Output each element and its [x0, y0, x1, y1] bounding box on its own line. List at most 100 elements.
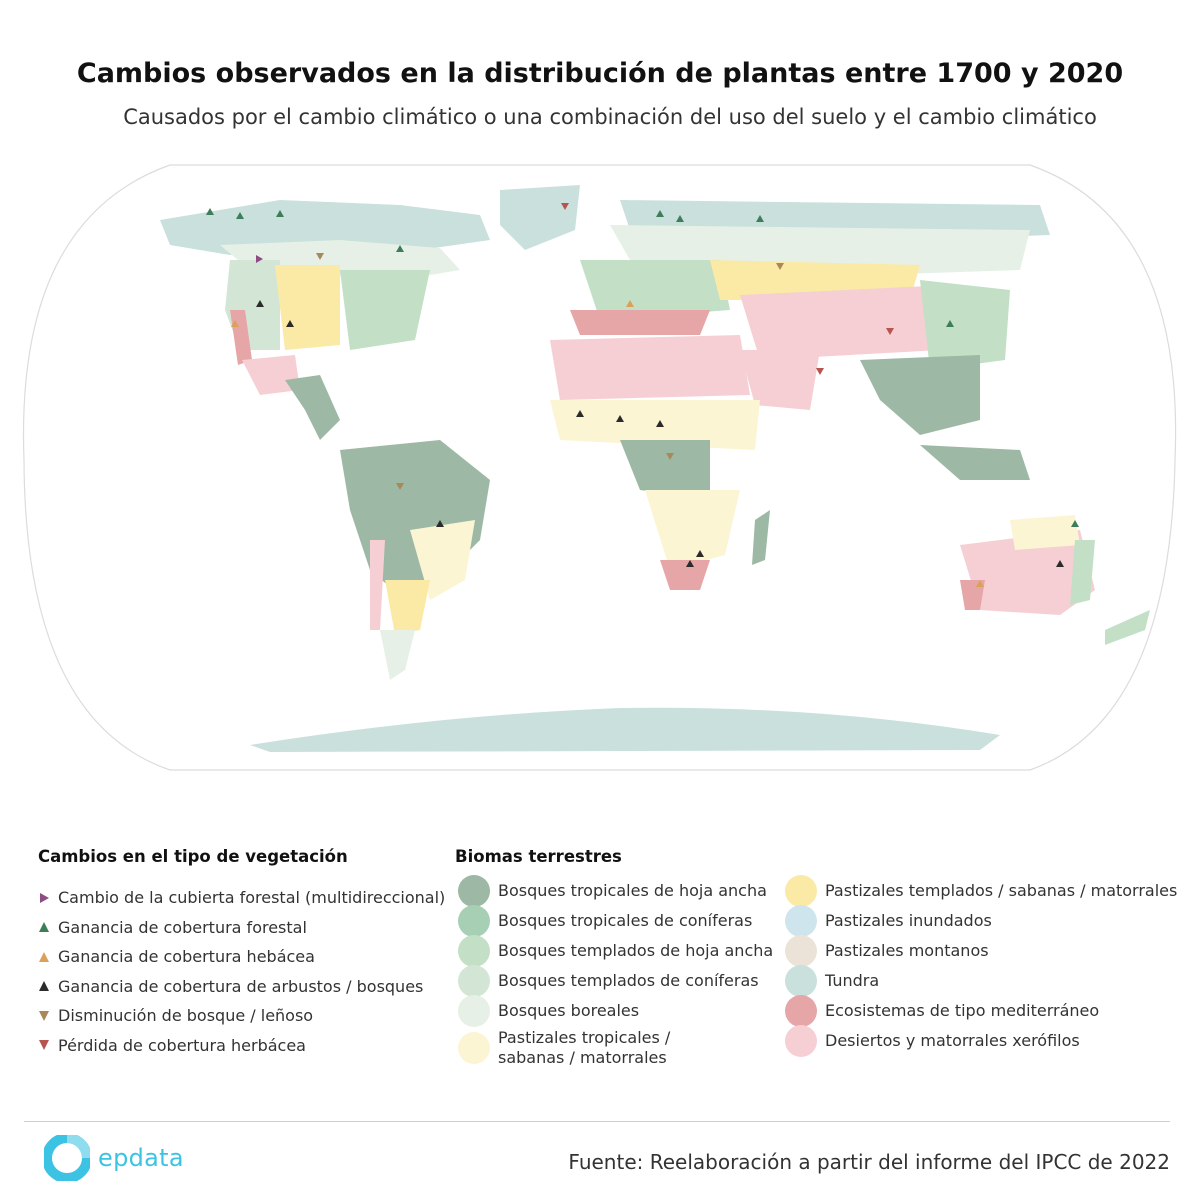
biomes-legend-col1: Bosques tropicales de hoja ancha Bosques… [458, 875, 858, 1070]
biome-temperate-grassland [275, 265, 340, 350]
swatch [785, 965, 817, 997]
biome-temperate-conifer: Bosques templados de coníferas [458, 965, 858, 997]
legend-item-forest-gain: Ganancia de cobertura forestal [38, 913, 458, 943]
swatch [785, 1025, 817, 1057]
marker-forest-gain [756, 215, 764, 222]
biome-tropical-grassland [550, 400, 760, 450]
biome-label: Bosques tropicales de coníferas [498, 911, 753, 930]
marker-herb-loss [561, 203, 569, 210]
footer-divider [24, 1121, 1170, 1122]
marker-shrub-gain [286, 320, 294, 327]
marker-forest-gain [946, 320, 954, 327]
biome-label: Pastizales templados / sabanas / matorra… [825, 881, 1178, 900]
biome-desert [550, 335, 750, 400]
legend-label: Ganancia de cobertura forestal [58, 917, 307, 937]
region-south-america [340, 440, 490, 680]
marker-forest-gain [396, 245, 404, 252]
biome-label: Bosques templados de hoja ancha [498, 941, 774, 960]
biome-tropical-grassland [1010, 515, 1080, 550]
biome-patagonia [380, 630, 415, 680]
biome-flooded-grassland: Pastizales inundados [785, 905, 1185, 937]
marker-forest-decrease [666, 453, 674, 460]
logo-text: epdata [98, 1144, 184, 1172]
page-title: Cambios observados en la distribución de… [76, 58, 1124, 89]
legend-label: Ganancia de cobertura de arbustos / bosq… [58, 976, 424, 996]
new-zealand [1105, 610, 1150, 645]
legend-label: Ganancia de cobertura hebácea [58, 947, 315, 967]
marker-forest-gain [206, 208, 214, 215]
biome-tropical-grassland [645, 490, 740, 570]
swatch [458, 905, 490, 937]
swatch [458, 965, 490, 997]
biome-tropical-grassland: Pastizales tropicales / sabanas / matorr… [458, 1026, 858, 1070]
biome-montane-grassland: Pastizales montanos [785, 935, 1185, 967]
region-africa [550, 335, 820, 590]
swatch [458, 995, 490, 1027]
marker-forest-multidirectional [256, 255, 263, 263]
biome-label: Tundra [825, 971, 880, 990]
biome-tundra [160, 200, 490, 255]
biome-label: Bosques tropicales de hoja ancha [498, 881, 767, 900]
biome-label: Pastizales inundados [825, 911, 992, 930]
biome-desert [740, 285, 950, 360]
world-map [22, 164, 1177, 771]
swatch [785, 995, 817, 1027]
biome-tropical-broadleaf [285, 375, 340, 440]
antarctica [250, 707, 1000, 752]
swatch [785, 935, 817, 967]
biome-label: Desiertos y matorrales xerófilos [825, 1031, 1080, 1050]
biome-tundra: Tundra [785, 965, 1185, 997]
swatch [458, 875, 490, 907]
biome-tropical-broadleaf [620, 440, 710, 500]
legend-item-forest-decrease: Disminución de bosque / leñoso [38, 1001, 458, 1031]
biome-temperate-broadleaf [580, 260, 730, 320]
biome-tropical-broadleaf: Bosques tropicales de hoja ancha [458, 875, 858, 907]
epdata-logo[interactable]: epdata [44, 1135, 184, 1181]
legend-item-shrub-gain: Ganancia de cobertura de arbustos / bosq… [38, 972, 458, 1002]
marker-herb-loss [816, 368, 824, 375]
legend-label: Pérdida de cobertura herbácea [58, 1035, 306, 1055]
biome-mediterranean [660, 560, 710, 590]
triangle-down-icon [39, 1010, 49, 1021]
biome-tropical-conifer: Bosques tropicales de coníferas [458, 905, 858, 937]
biomes-legend-col2: Pastizales templados / sabanas / matorra… [785, 875, 1185, 1057]
swatch [785, 905, 817, 937]
biome-desert [960, 530, 1095, 615]
region-eurasia [570, 200, 1050, 480]
legend-item-multidirectional: Cambio de la cubierta forestal (multidir… [38, 883, 458, 913]
biome-temperate-broadleaf [1070, 540, 1095, 605]
swatch [785, 875, 817, 907]
legend-item-herb-loss: Pérdida de cobertura herbácea [38, 1031, 458, 1061]
marker-forest-gain [276, 210, 284, 217]
marker-herb-gain [626, 300, 634, 307]
biome-label: Pastizales montanos [825, 941, 989, 960]
marker-shrub-gain [1056, 560, 1064, 567]
biome-temperate-grassland: Pastizales templados / sabanas / matorra… [785, 875, 1185, 907]
triangle-up-icon [39, 981, 49, 992]
source-note: Fuente: Reelaboración a partir del infor… [568, 1150, 1170, 1174]
triangle-up-icon [39, 951, 49, 962]
marker-forest-gain [656, 210, 664, 217]
biome-boreal: Bosques boreales [458, 995, 858, 1027]
marker-forest-gain [1071, 520, 1079, 527]
marker-forest-gain [676, 215, 684, 222]
legend-item-herb-gain: Ganancia de cobertura hebácea [38, 942, 458, 972]
marker-shrub-gain [696, 550, 704, 557]
marker-herb-loss [886, 328, 894, 335]
biome-mediterranean: Ecosistemas de tipo mediterráneo [785, 995, 1185, 1027]
greenland [500, 185, 580, 250]
legend-label: Disminución de bosque / leñoso [58, 1006, 314, 1026]
vegetation-legend-heading: Cambios en el tipo de vegetación [38, 847, 348, 866]
biome-desert [740, 350, 820, 410]
marker-forest-decrease [316, 253, 324, 260]
marker-shrub-gain [576, 410, 584, 417]
triangle-down-icon [39, 1040, 49, 1051]
biome-desert [242, 355, 300, 395]
marker-forest-decrease [396, 483, 404, 490]
triangle-right-icon [40, 892, 49, 903]
marker-shrub-gain [436, 520, 444, 527]
marker-forest-decrease [776, 263, 784, 270]
madagascar [752, 510, 770, 565]
swatch [458, 935, 490, 967]
epdata-logo-icon [44, 1135, 90, 1181]
